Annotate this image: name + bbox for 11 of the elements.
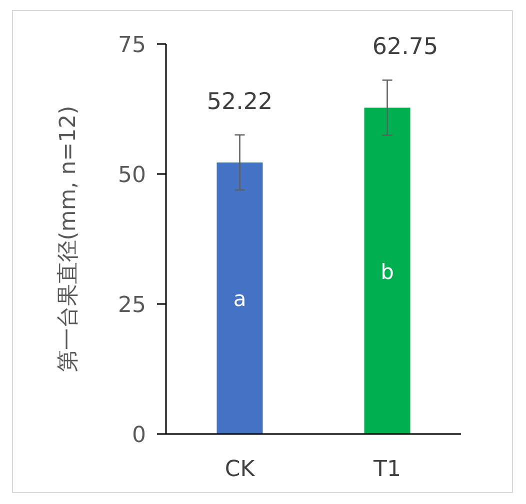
y-tick-label: 75 (118, 33, 146, 58)
x-tick-label: CK (224, 457, 256, 482)
annotation: a (233, 287, 246, 312)
y-tick-label: 0 (132, 423, 146, 448)
y-tick-label: 50 (118, 163, 146, 188)
annotation: b (380, 260, 394, 284)
data-label: 52.22 (206, 88, 273, 115)
y-axis-title: 第一台果直径(mm, n=12) (56, 106, 81, 372)
y-tick-label: 25 (118, 293, 146, 318)
data-label: 62.75 (372, 34, 438, 60)
x-tick-label: T1 (372, 457, 401, 482)
